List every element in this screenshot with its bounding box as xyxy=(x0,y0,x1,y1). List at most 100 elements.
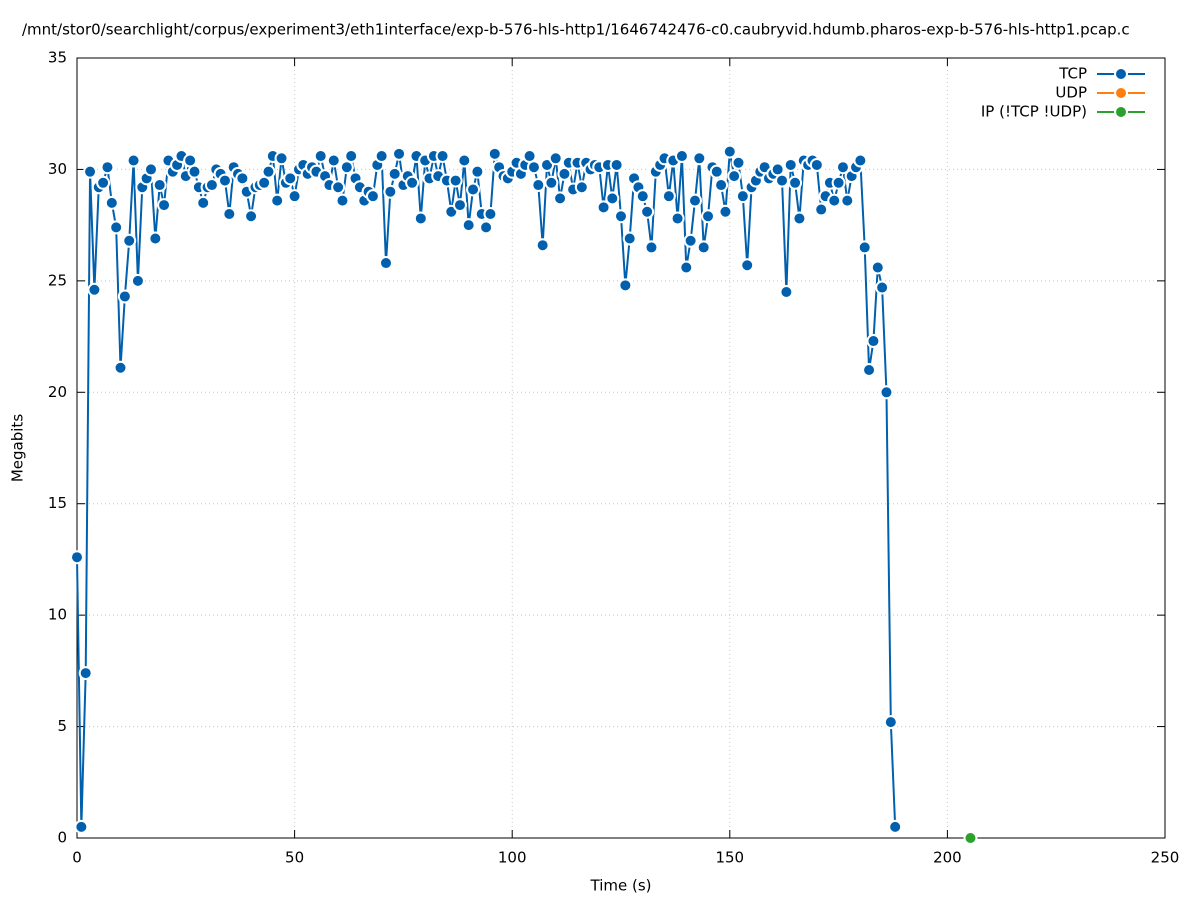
data-point xyxy=(87,282,102,297)
data-point xyxy=(709,164,724,179)
data-point xyxy=(204,178,219,193)
data-point xyxy=(548,151,563,166)
data-point xyxy=(461,218,476,233)
data-point xyxy=(261,164,276,179)
data-point xyxy=(618,278,633,293)
data-point xyxy=(596,200,611,215)
data-point xyxy=(718,204,733,219)
legend-marker xyxy=(1114,105,1128,119)
data-point xyxy=(605,191,620,206)
data-point xyxy=(244,209,259,224)
data-point xyxy=(735,189,750,204)
data-point xyxy=(457,153,472,168)
data-point xyxy=(535,238,550,253)
data-point xyxy=(331,180,346,195)
data-point xyxy=(722,144,737,159)
data-point xyxy=(378,256,393,271)
data-point xyxy=(152,178,167,193)
y-tick-label: 25 xyxy=(48,271,67,289)
data-point xyxy=(775,173,790,188)
data-point xyxy=(888,819,903,834)
data-point xyxy=(413,211,428,226)
data-point xyxy=(222,207,237,221)
data-point xyxy=(452,198,467,213)
chart-title: /mnt/stor0/searchlight/corpus/experiment… xyxy=(22,21,1130,39)
data-point xyxy=(122,233,137,248)
data-point xyxy=(640,204,655,219)
data-point xyxy=(692,151,707,166)
y-tick-label: 10 xyxy=(48,606,67,624)
data-point xyxy=(235,171,250,186)
data-point xyxy=(635,189,650,204)
data-point xyxy=(100,160,115,175)
data-point xyxy=(187,164,202,179)
data-point xyxy=(783,157,798,172)
data-point xyxy=(104,195,119,210)
data-point xyxy=(96,175,111,190)
data-point xyxy=(792,211,807,226)
legend-marker xyxy=(1114,67,1128,81)
data-point xyxy=(553,191,568,206)
data-point xyxy=(831,175,846,190)
data-point xyxy=(740,258,755,273)
data-point xyxy=(313,149,328,164)
data-point xyxy=(383,184,398,199)
data-point xyxy=(679,260,694,275)
data-point xyxy=(661,189,676,204)
data-point xyxy=(109,220,124,235)
data-point xyxy=(862,363,877,377)
data-point xyxy=(270,193,285,208)
data-point xyxy=(814,202,829,217)
data-point xyxy=(574,180,589,195)
data-point xyxy=(113,360,128,375)
data-point xyxy=(70,550,84,565)
data-point xyxy=(83,164,98,179)
data-point xyxy=(78,666,93,681)
data-point xyxy=(117,289,132,304)
data-point xyxy=(143,162,158,177)
data-point xyxy=(470,164,485,179)
data-point xyxy=(196,195,211,210)
data-point xyxy=(644,240,659,255)
data-point xyxy=(683,233,698,248)
plot-border xyxy=(76,57,1166,839)
data-point xyxy=(866,334,881,349)
data-point xyxy=(466,182,481,197)
data-point xyxy=(392,146,407,161)
data-point xyxy=(287,189,302,204)
y-tick-label: 0 xyxy=(57,829,67,847)
data-point xyxy=(435,149,450,164)
data-point xyxy=(727,169,742,184)
data-point xyxy=(788,175,803,190)
data-point xyxy=(387,166,402,181)
x-tick-label: 100 xyxy=(498,849,527,867)
data-point xyxy=(879,385,894,400)
data-point xyxy=(217,173,232,188)
data-point xyxy=(714,178,729,193)
data-point xyxy=(405,175,420,190)
data-point xyxy=(544,175,559,190)
x-tick-label: 200 xyxy=(933,849,962,867)
data-point xyxy=(809,157,824,172)
x-tick-label: 250 xyxy=(1151,849,1180,867)
data-point xyxy=(875,280,890,295)
data-point xyxy=(365,189,380,204)
data-point xyxy=(130,273,145,288)
data-point xyxy=(74,819,89,834)
y-axis-label: Megabits xyxy=(9,414,27,482)
legend-label: UDP xyxy=(1055,84,1087,102)
data-point xyxy=(609,157,624,172)
data-point xyxy=(614,209,628,224)
data-point xyxy=(701,209,716,224)
data-point xyxy=(274,151,289,166)
data-point xyxy=(870,260,885,275)
legend-label: TCP xyxy=(1058,65,1087,83)
data-point xyxy=(670,211,685,226)
y-tick-label: 35 xyxy=(48,49,67,67)
y-tick-label: 15 xyxy=(48,494,67,512)
data-point xyxy=(335,193,350,208)
data-point xyxy=(840,193,855,208)
data-point xyxy=(283,171,298,186)
data-point xyxy=(696,240,711,255)
